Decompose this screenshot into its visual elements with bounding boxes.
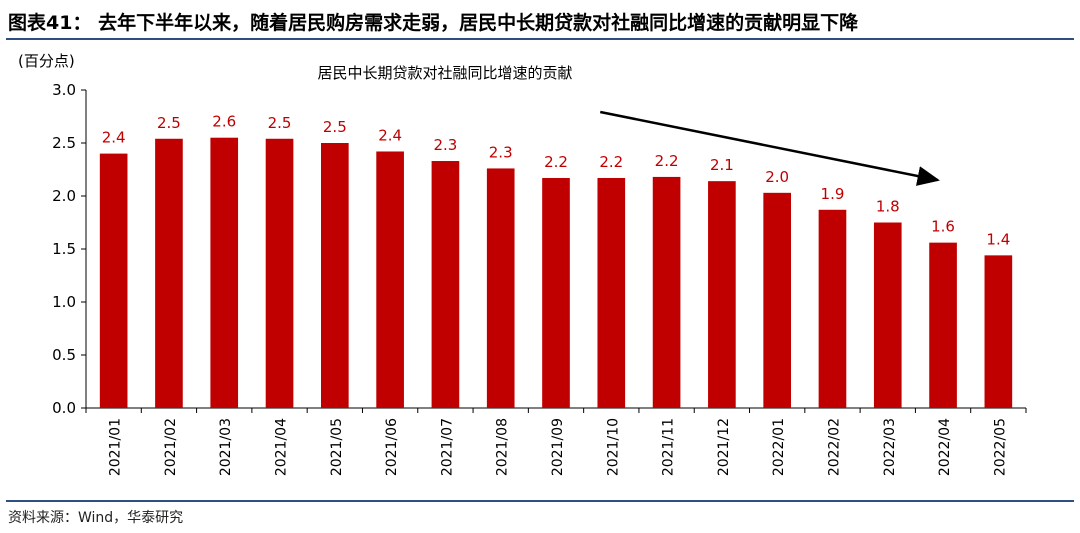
y-tick-label: 3.0 [52,81,76,99]
x-tick-label: 2021/05 [329,418,345,476]
data-label: 1.9 [821,185,845,203]
trend-arrow [599,110,940,186]
x-tick-label: 2021/11 [661,418,677,476]
x-tick-label: 2021/08 [495,418,511,476]
bar [984,255,1013,408]
bar [155,138,183,408]
x-tick-label: 2021/04 [274,418,290,476]
y-tick-label: 1.5 [52,240,76,258]
bottom-divider [6,500,1074,502]
title-divider [6,38,1074,40]
data-label: 2.6 [212,113,236,131]
data-label: 2.3 [433,136,457,154]
y-tick-label: 0.5 [52,346,76,364]
bar [321,143,349,408]
bar [818,209,847,408]
y-tick-label: 1.0 [52,293,76,311]
bar [708,181,736,408]
x-tick-label: 2022/02 [826,418,842,476]
x-tick-label: 2021/03 [218,418,234,476]
data-label: 1.8 [876,198,900,216]
x-tick-label: 2021/02 [163,418,179,476]
x-tick-label: 2022/03 [882,418,898,476]
data-label: 2.3 [489,143,513,161]
y-axis-unit-label: (百分点) [18,52,75,70]
data-label: 2.4 [102,129,126,147]
data-label: 2.1 [710,156,734,174]
bar [486,168,515,408]
x-tick-label: 2021/06 [384,418,400,476]
bar [873,222,902,408]
bar [542,177,570,408]
data-label: 2.2 [544,153,568,171]
bar [210,137,239,408]
bar-chart: (百分点) 居民中长期贷款对社融同比增速的贡献 0.0 0.5 1.0 1.5 2.0 2… [18,52,1027,476]
x-tick-label: 2022/01 [771,418,787,476]
x-tick-label: 2021/01 [108,418,124,476]
data-label: 2.5 [268,114,292,132]
bar [265,138,294,408]
bar [652,176,681,408]
x-tick-label: 2021/09 [550,418,566,476]
data-label: 2.4 [378,126,402,144]
data-label: 2.5 [323,118,347,136]
y-tick-label: 0.0 [52,399,76,417]
bar [763,192,791,408]
chart-title: 居民中长期贷款对社融同比增速的贡献 [317,64,572,82]
figure-title-text: 去年下半年以来，随着居民购房需求走弱，居民中长期贷款对社融同比增速的贡献明显下降 [98,12,859,34]
figure-title: 图表41： 去年下半年以来，随着居民购房需求走弱，居民中长期贷款对社融同比增速的… [8,8,1072,38]
bar [376,151,404,408]
source-note: 资料来源：Wind，华泰研究 [8,510,184,526]
data-label: 2.0 [765,168,789,186]
data-label: 2.5 [157,114,181,132]
bar [597,177,626,408]
data-label: 1.6 [931,218,955,236]
bar [431,161,460,408]
x-tick-label: 2021/10 [605,418,621,476]
x-tick-label: 2021/07 [439,418,455,476]
x-tick-label: 2021/12 [716,418,732,476]
figure-label: 图表41： [8,12,92,34]
y-tick-label: 2.5 [52,134,76,152]
data-label: 2.2 [599,153,623,171]
y-tick-label: 2.0 [52,187,76,205]
x-tick-label: 2022/05 [992,418,1008,476]
bar [929,242,957,408]
bar [99,153,128,408]
plot-area: 0.0 0.5 1.0 1.5 2.0 2.5 3.0 2.4 2021/01 2.5 2021/0… [52,81,1027,476]
data-label: 2.2 [655,152,679,170]
data-label: 1.4 [986,230,1010,248]
x-tick-label: 2022/04 [937,418,953,476]
